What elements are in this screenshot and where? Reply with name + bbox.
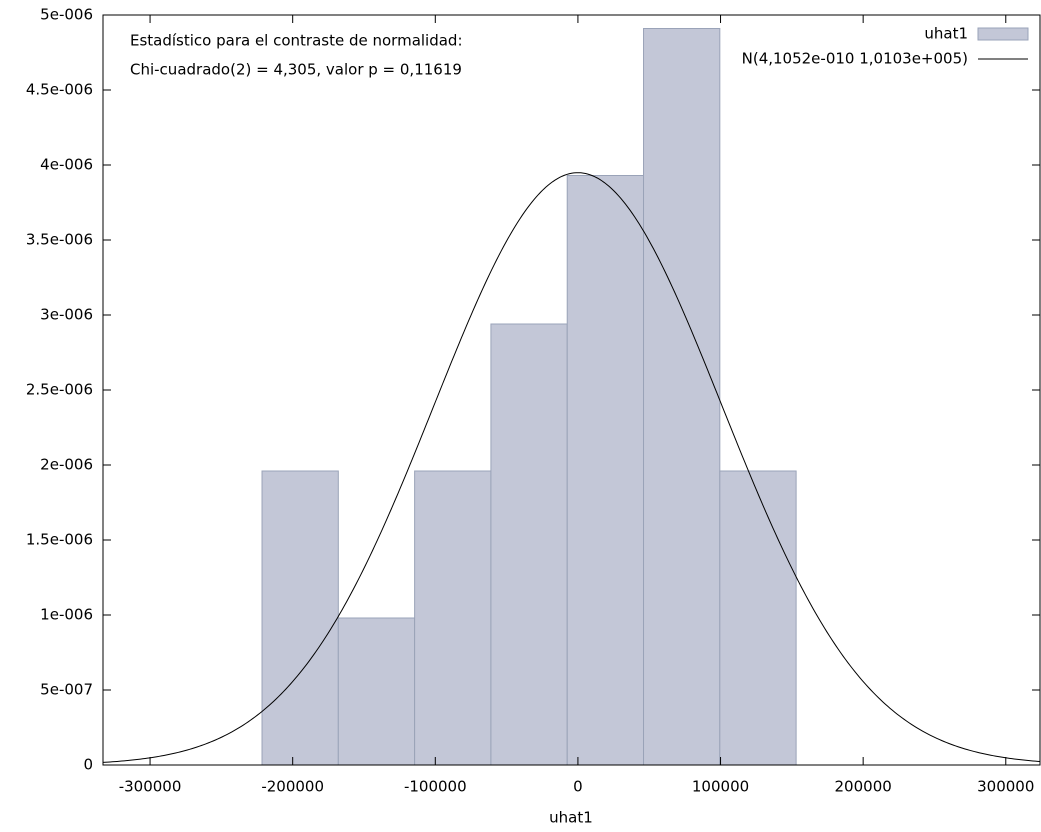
bar — [719, 470, 797, 766]
x-axis-label: uhat1 — [549, 809, 593, 827]
annotation: Chi-cuadrado(2) = 4,305, valor p = 0,116… — [130, 61, 462, 79]
y-tick-label: 0 — [83, 756, 93, 774]
y-tick-label: 4.5e-006 — [26, 81, 93, 99]
y-tick-label: 3.5e-006 — [26, 231, 93, 249]
bar — [337, 617, 416, 766]
bar — [566, 175, 645, 766]
y-tick-label: 2.5e-006 — [26, 381, 93, 399]
legend-label: uhat1 — [924, 25, 968, 43]
legend-swatch — [977, 27, 1029, 41]
y-tick-label: 1e-006 — [40, 606, 93, 624]
legend-label: N(4,1052e-010 1,0103e+005) — [742, 50, 968, 68]
x-tick-label: 300000 — [977, 778, 1034, 796]
annotation: Estadístico para el contraste de normali… — [130, 32, 463, 50]
y-tick-label: 5e-007 — [40, 681, 93, 699]
x-tick-label: 200000 — [835, 778, 892, 796]
x-tick-label: -200000 — [261, 778, 324, 796]
x-tick-label: -300000 — [119, 778, 182, 796]
bar — [414, 470, 492, 766]
bar — [490, 323, 568, 766]
y-tick-label: 4e-006 — [40, 156, 93, 174]
bar — [261, 470, 339, 766]
x-tick-label: 100000 — [692, 778, 749, 796]
y-tick-label: 5e-006 — [40, 6, 93, 24]
normal-curve — [102, 172, 1041, 763]
x-tick-label: -100000 — [404, 778, 467, 796]
bar — [643, 28, 721, 766]
y-tick-label: 1.5e-006 — [26, 531, 93, 549]
y-tick-label: 2e-006 — [40, 456, 93, 474]
x-tick-label: 0 — [573, 778, 583, 796]
y-tick-label: 3e-006 — [40, 306, 93, 324]
